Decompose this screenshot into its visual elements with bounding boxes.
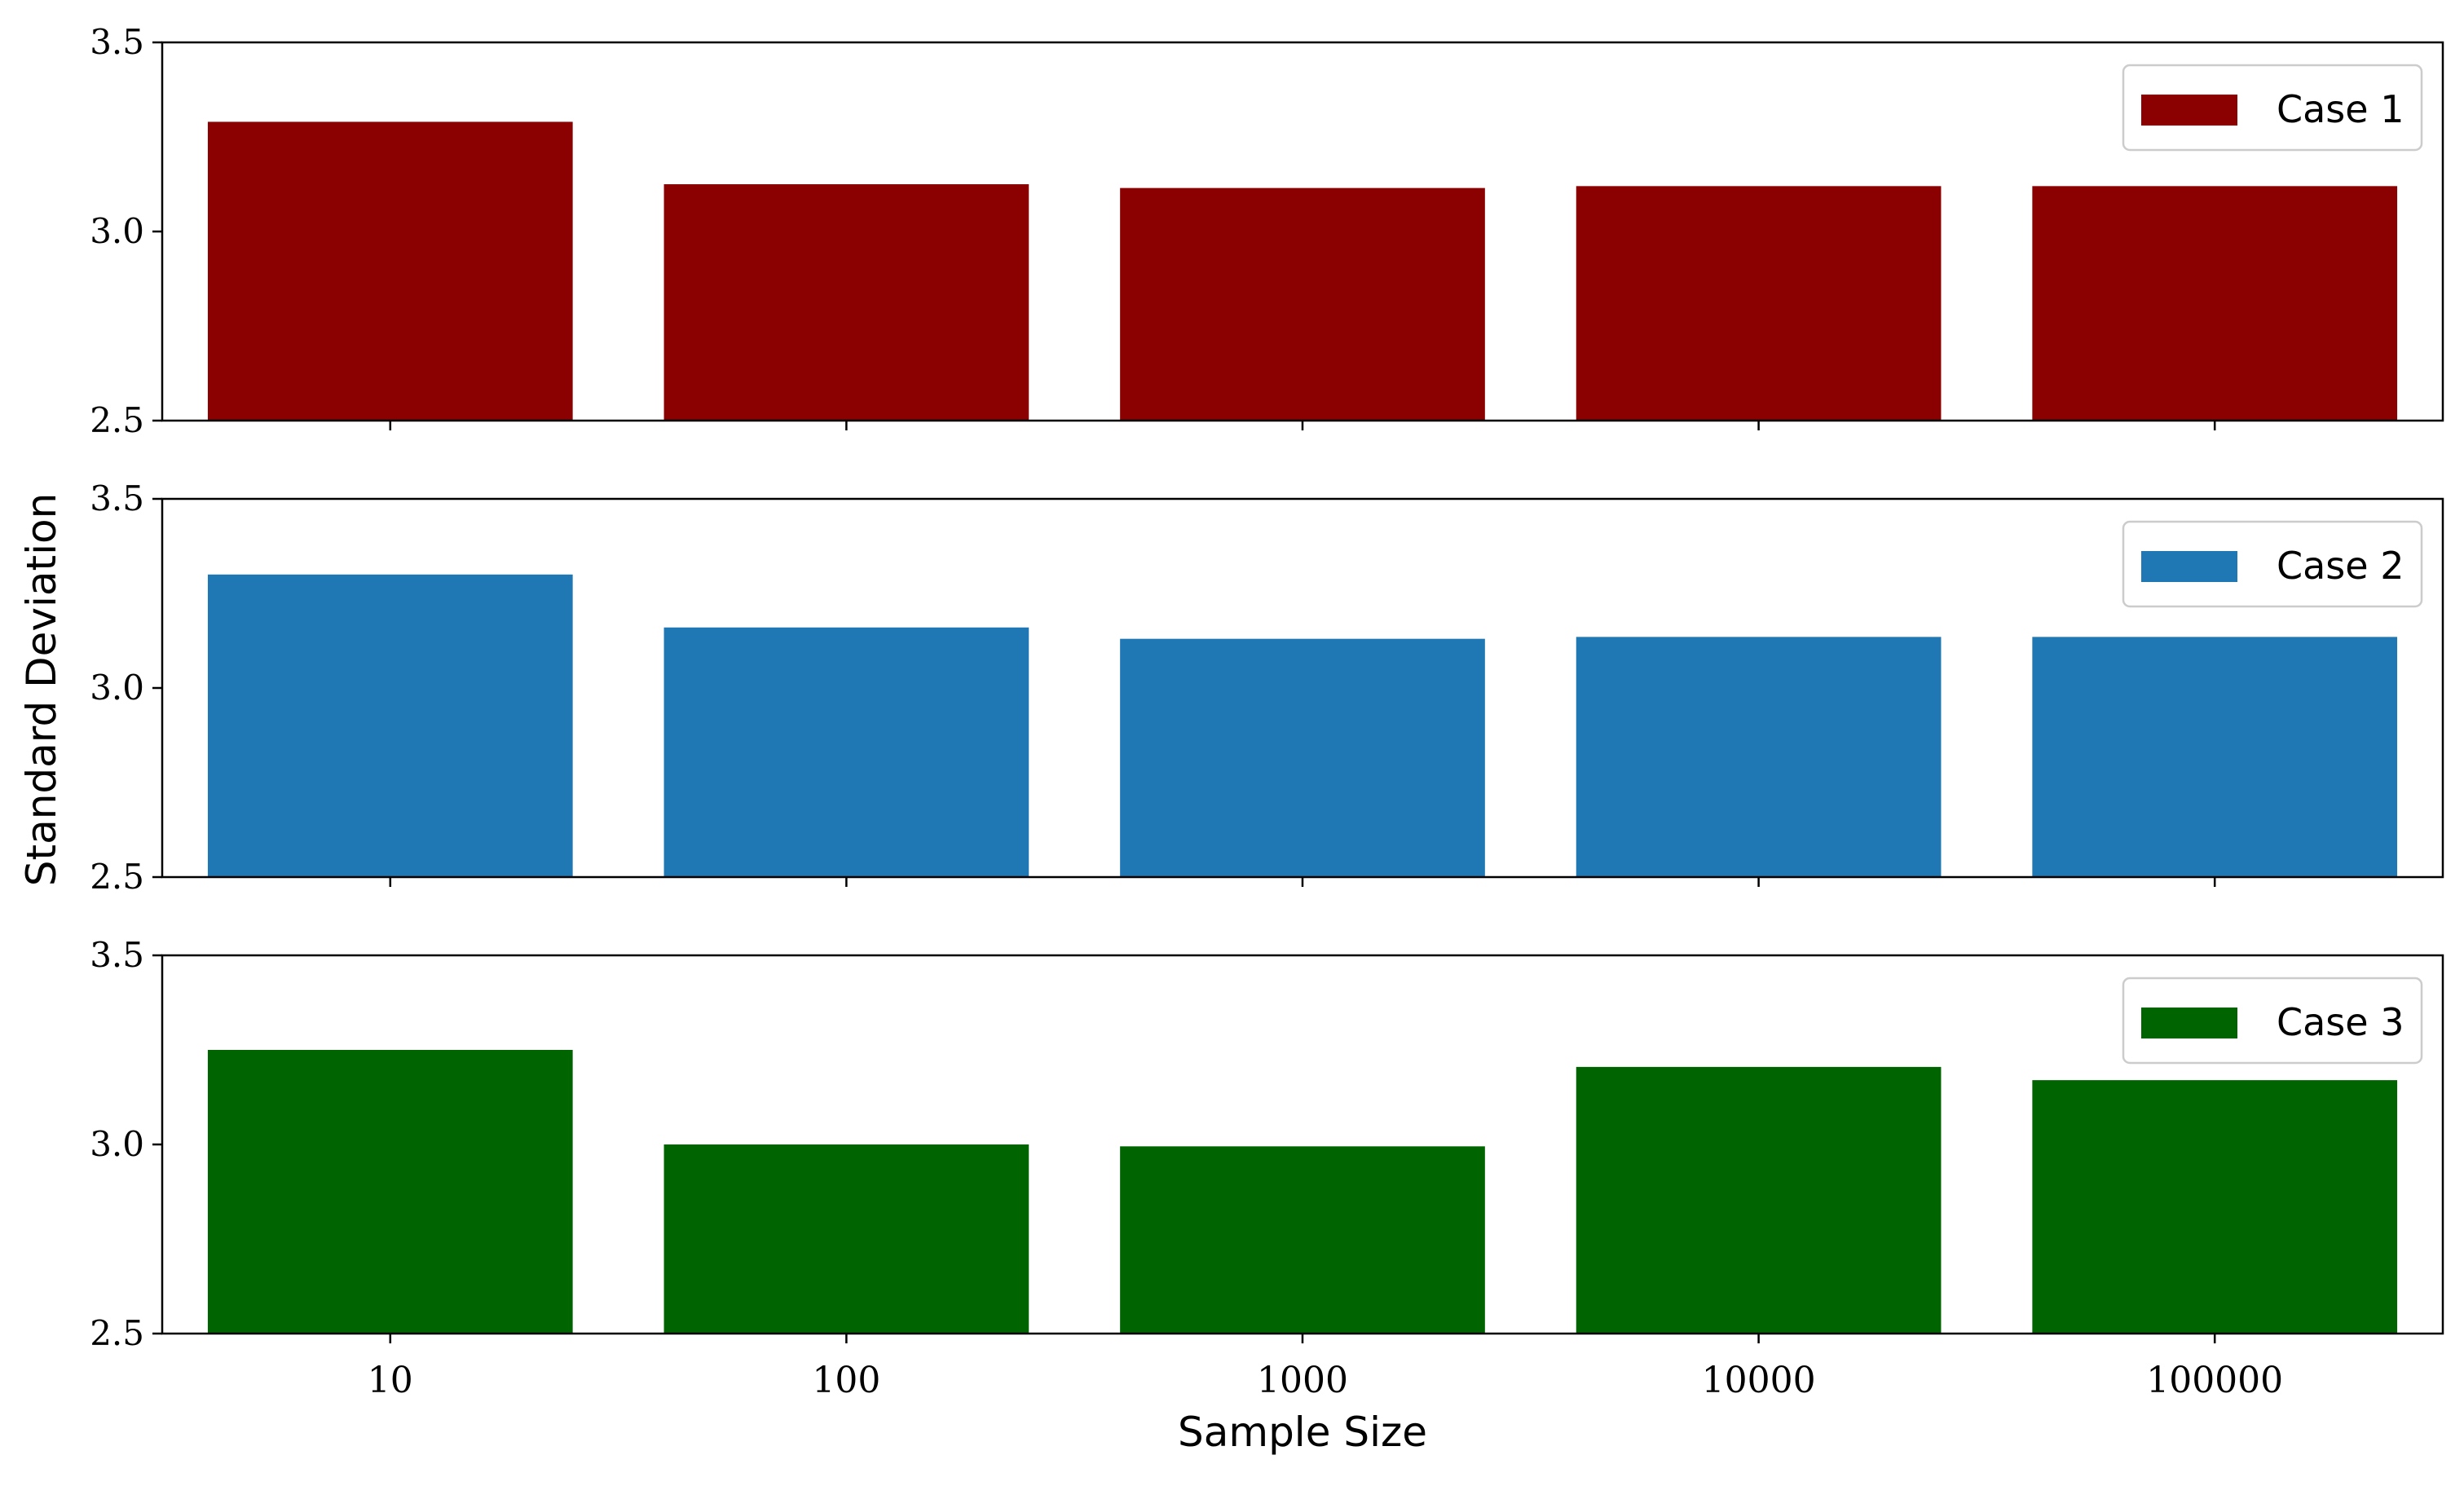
- bar-panel3-10: [207, 1050, 573, 1334]
- y-tick-label: 3.0: [90, 1124, 144, 1164]
- x-tick-label: 10: [368, 1360, 413, 1401]
- y-tick-label: 3.5: [90, 935, 144, 975]
- y-tick-label: 3.5: [90, 478, 144, 518]
- y-tick-label: 3.5: [90, 22, 144, 62]
- legend-box: [2122, 64, 2423, 152]
- x-tick-label: 100: [812, 1360, 880, 1401]
- y-tick-label: 2.5: [90, 857, 144, 897]
- bar-panel1-1000: [1120, 187, 1485, 421]
- panel-1: 2.5 3.0 3.5 Case 1: [90, 22, 2444, 440]
- bar-panel1-10: [207, 121, 573, 421]
- x-tick-label: 1000: [1257, 1360, 1348, 1401]
- panels: 2.5 3.0 3.5 Case 1 2.5 3.0 3.5 Case 2 2.5 3.0 3.5 1…: [90, 22, 2444, 1401]
- legend-label: Case 1: [2277, 87, 2404, 131]
- y-tick-label: 2.5: [90, 1313, 144, 1353]
- bar-panel1-10000: [1576, 186, 1942, 421]
- bar-panel3-10000: [1576, 1066, 1942, 1334]
- bar-panel1-100: [663, 184, 1029, 421]
- legend-label: Case 2: [2277, 544, 2404, 588]
- bar-panel3-100: [663, 1144, 1029, 1334]
- bar-panel1-100000: [2032, 186, 2398, 421]
- bar-panel2-1000: [1120, 638, 1485, 877]
- x-axis-label: Sample Size: [1178, 1409, 1427, 1456]
- bar-panel2-100000: [2032, 637, 2398, 877]
- bar-panel2-10: [207, 574, 573, 877]
- legend-swatch: [2141, 551, 2237, 582]
- legend-label: Case 3: [2277, 1000, 2404, 1044]
- y-axis-label: Standard Deviation: [18, 493, 65, 887]
- panel-2: 2.5 3.0 3.5 Case 2: [90, 478, 2444, 897]
- legend-swatch: [2141, 95, 2237, 126]
- y-tick-label: 3.0: [90, 668, 144, 708]
- panel-3: 2.5 3.0 3.5 10 100 1000 10000 100000 Case 3: [90, 935, 2444, 1401]
- legend-box: [2122, 520, 2423, 608]
- bar-panel3-1000: [1120, 1146, 1485, 1334]
- bar-panel2-100: [663, 627, 1029, 877]
- bar-panel3-100000: [2032, 1080, 2398, 1334]
- y-tick-label: 3.0: [90, 211, 144, 251]
- bar-panel2-10000: [1576, 637, 1942, 877]
- legend-box: [2122, 977, 2423, 1065]
- x-tick-label: 10000: [1702, 1360, 1816, 1401]
- x-tick-label: 100000: [2146, 1360, 2283, 1401]
- legend-swatch: [2141, 1008, 2237, 1038]
- y-tick-label: 2.5: [90, 400, 144, 440]
